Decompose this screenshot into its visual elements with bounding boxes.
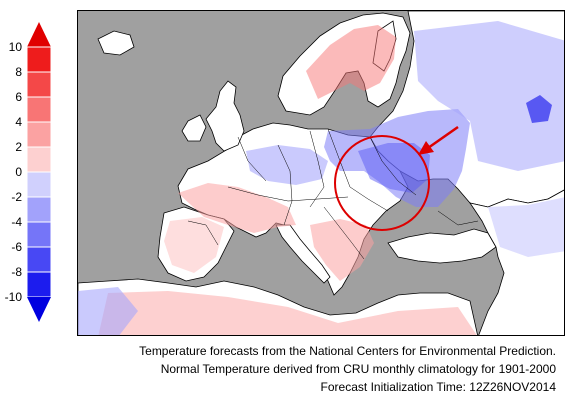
cold-spot-far-east — [526, 95, 552, 123]
cool-anomaly-iceland-area — [78, 287, 138, 335]
legend-color-box — [26, 271, 52, 298]
legend-color-box — [26, 96, 52, 123]
legend-tick-label: 10 — [9, 40, 23, 54]
legend-tick-label: -2 — [11, 190, 22, 204]
legend-bottom-arrow — [27, 297, 51, 322]
border-line — [327, 128, 389, 212]
highlight-arrow-shaft — [427, 125, 459, 150]
legend-tick-label: -6 — [11, 240, 22, 254]
caption-line-3: Forecast Initialization Time: 12Z26NOV20… — [320, 380, 556, 394]
europe-temperature-anomaly-map — [77, 10, 565, 336]
legend-color-box — [26, 221, 52, 248]
caption-line-1: Temperature forecasts from the National … — [139, 344, 556, 358]
cold-anomaly-core — [358, 143, 430, 193]
border-line — [309, 130, 325, 208]
border-line — [227, 186, 349, 202]
warm-anomaly-north-africa — [98, 291, 477, 335]
legend-color-box — [26, 121, 52, 148]
land-iceland — [97, 30, 135, 56]
border-line — [277, 144, 293, 226]
warm-anomaly-balkans — [310, 219, 374, 281]
border-line — [369, 136, 417, 196]
border-line — [237, 136, 267, 182]
highlight-annotation — [334, 125, 459, 231]
legend-color-boxes — [26, 46, 52, 298]
warm-anomaly-scandinavia — [306, 25, 396, 99]
map-caption: Temperature forecasts from the National … — [70, 342, 556, 396]
border-line — [437, 210, 479, 226]
land-ireland — [181, 114, 207, 142]
legend-tick-label: 6 — [15, 90, 22, 104]
legend-tick-label: 0 — [15, 165, 22, 179]
map-canvas — [78, 11, 564, 335]
legend-tick-label: -4 — [11, 215, 22, 229]
warm-anomaly-iberia — [164, 217, 224, 273]
legend-top-arrow — [27, 22, 51, 47]
highlight-circle — [334, 135, 430, 231]
cool-anomaly-central-asia — [488, 197, 564, 257]
legend-color-box — [26, 46, 52, 73]
legend-tick-label: -10 — [5, 290, 23, 304]
caption-line-2: Normal Temperature derived from CRU mont… — [160, 362, 556, 376]
land-italy — [275, 224, 331, 284]
land-great-britain — [205, 80, 245, 152]
cold-anomaly-northern-russia — [414, 21, 564, 171]
legend-color-box — [26, 71, 52, 98]
temperature-anomaly-shading — [78, 21, 564, 335]
border-line — [323, 206, 365, 260]
legend-color-box — [26, 246, 52, 273]
warm-anomaly-western-europe — [178, 183, 296, 233]
legend-color-box — [26, 146, 52, 173]
border-line — [187, 220, 219, 246]
legend-tick-label: 2 — [15, 140, 22, 154]
legend-tick-labels: 10 8 6 4 2 0 -2 -4 -6 -8 -10 — [5, 40, 23, 304]
temperature-anomaly-legend: 10 8 6 4 2 0 -2 -4 -6 -8 -10 — [5, 22, 52, 322]
country-borders — [187, 128, 479, 260]
legend-tick-label: -8 — [11, 265, 22, 279]
legend-tick-label: 4 — [15, 115, 22, 129]
legend-color-box — [26, 196, 52, 223]
highlight-arrow-head — [418, 141, 434, 155]
legend-tick-label: 8 — [15, 65, 22, 79]
legend-color-box — [26, 171, 52, 198]
